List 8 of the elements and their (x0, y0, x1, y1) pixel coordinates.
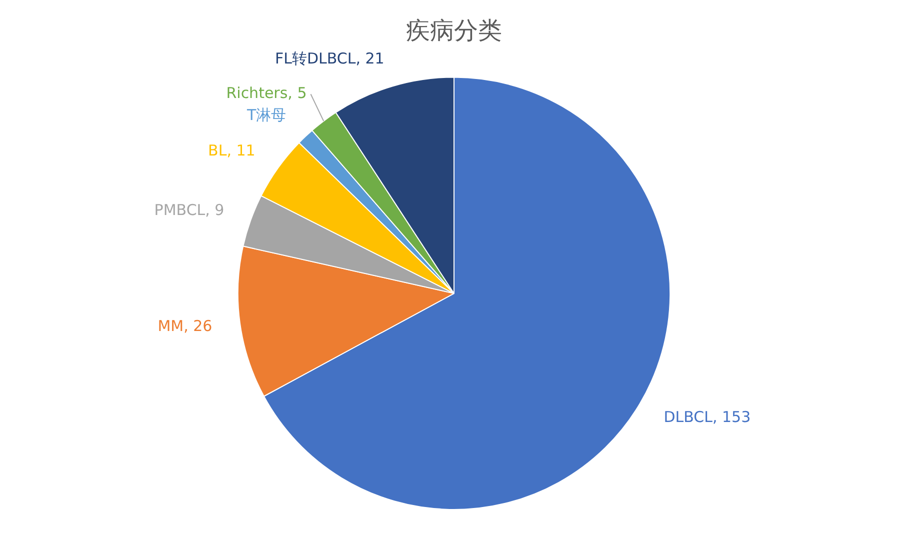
slice-label: MM, 26 (158, 316, 212, 335)
chart-title: 疾病分类 (406, 16, 502, 45)
slice-label: Richters, 5 (226, 84, 307, 102)
slice-label: FL转DLBCL, 21 (274, 49, 384, 68)
slice-label: BL, 11 (208, 141, 256, 160)
slice-label: T淋母 (246, 106, 286, 124)
slice-label: PMBCL, 9 (154, 200, 224, 219)
slice-label: DLBCL, 153 (664, 408, 751, 426)
